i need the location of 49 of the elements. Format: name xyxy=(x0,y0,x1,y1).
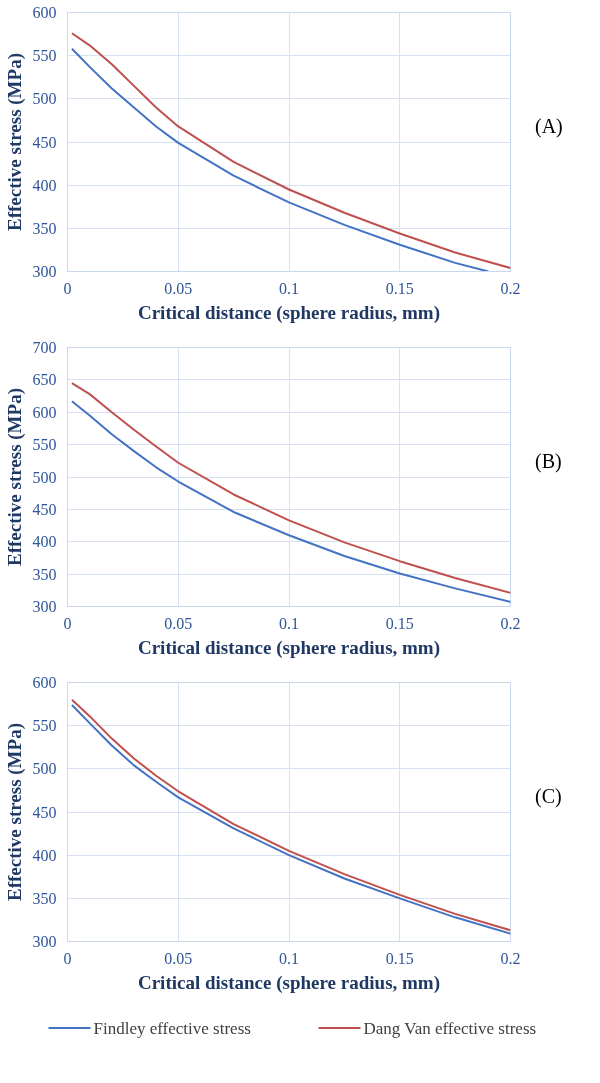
y-tick-label: 450 xyxy=(32,500,57,518)
x-tick-label: 0.1 xyxy=(279,614,299,632)
text: (C) xyxy=(535,784,562,810)
text: (B) xyxy=(535,449,562,475)
x-tick-label: 0 xyxy=(63,949,72,967)
x-tick-label: 0.2 xyxy=(500,279,521,297)
x-axis-title: Critical distance (sphere radius, mm) xyxy=(137,971,441,994)
y-tick-label: 400 xyxy=(32,533,57,551)
y-tick-label: 500 xyxy=(32,90,57,108)
legend-label: Findley effective stress xyxy=(93,1018,251,1038)
y-axis-title: Effective stress (MPa) xyxy=(3,53,26,231)
y-tick-label: 550 xyxy=(32,717,57,735)
x-tick-label: 0 xyxy=(63,614,72,632)
y-tick-label: 550 xyxy=(32,47,57,65)
x-tick-label: 0.1 xyxy=(279,279,299,297)
x-tick-label: 0.1 xyxy=(279,949,299,967)
x-axis-title: Critical distance (sphere radius, mm) xyxy=(137,636,441,659)
text: (A) xyxy=(535,114,563,140)
x-tick-label: 0.05 xyxy=(164,614,193,632)
x-tick-label: 0 xyxy=(63,279,72,297)
y-tick-label: 700 xyxy=(32,339,57,356)
y-tick-label: 400 xyxy=(32,846,57,864)
x-axis-title: Critical distance (sphere radius, mm) xyxy=(137,301,441,324)
y-tick-label: 450 xyxy=(32,803,57,821)
y-tick-label: 600 xyxy=(32,4,57,21)
y-tick-label: 450 xyxy=(32,133,57,151)
x-tick-label: 0.15 xyxy=(385,279,414,297)
x-tick-label: 0.15 xyxy=(385,949,414,967)
x-tick-label: 0.05 xyxy=(164,949,193,967)
y-tick-label: 400 xyxy=(32,176,57,194)
y-tick-label: 600 xyxy=(32,403,57,421)
legend-label: Dang Van effective stress xyxy=(363,1018,537,1038)
x-tick-label: 0.2 xyxy=(500,949,521,967)
y-axis-title: Effective stress (MPa) xyxy=(3,388,26,566)
y-tick-label: 350 xyxy=(32,565,57,583)
y-tick-label: 300 xyxy=(32,933,57,950)
y-tick-label: 350 xyxy=(32,219,57,237)
y-tick-label: 350 xyxy=(32,889,57,907)
y-tick-label: 600 xyxy=(32,674,57,691)
y-tick-label: 650 xyxy=(32,371,57,389)
y-tick-label: 300 xyxy=(32,598,57,615)
y-axis-title: Effective stress (MPa) xyxy=(3,723,26,901)
x-tick-label: 0.15 xyxy=(385,614,414,632)
y-tick-label: 300 xyxy=(32,263,57,280)
x-tick-label: 0.2 xyxy=(500,614,521,632)
y-tick-label: 500 xyxy=(32,760,57,778)
y-tick-label: 500 xyxy=(32,468,57,486)
x-tick-label: 0.05 xyxy=(164,279,193,297)
y-tick-label: 550 xyxy=(32,436,57,454)
